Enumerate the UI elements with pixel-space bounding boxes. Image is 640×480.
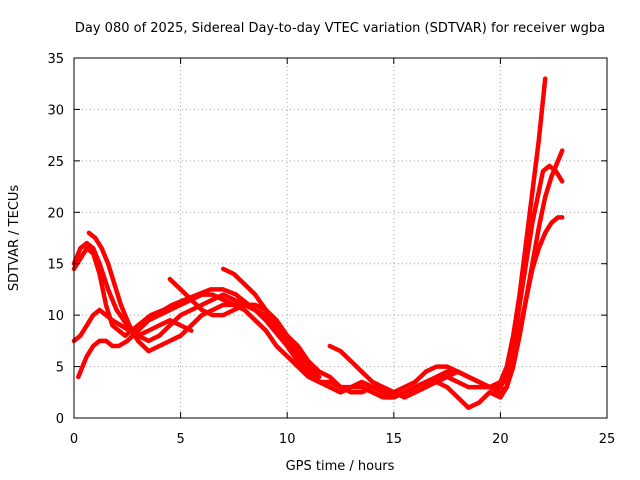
y-tick-label: 0 — [56, 412, 64, 427]
series-sat-b — [71, 163, 565, 395]
x-axis-label: GPS time / hours — [286, 459, 395, 474]
y-tick-label: 35 — [47, 52, 64, 67]
series-group — [71, 76, 565, 410]
y-tick-label: 25 — [47, 155, 64, 170]
series-sat-d — [76, 215, 565, 410]
chart-title: Day 080 of 2025, Sidereal Day-to-day VTE… — [75, 21, 605, 36]
y-tick-labels: 0 5 10 15 20 25 30 35 — [47, 52, 64, 427]
x-tick-label: 0 — [70, 432, 78, 447]
series-sat-e — [71, 307, 194, 344]
x-tick-labels: 0 5 10 15 20 25 — [70, 432, 615, 447]
x-tick-label: 20 — [492, 432, 509, 447]
tick-marks — [73, 57, 608, 419]
x-tick-label: 10 — [279, 432, 296, 447]
y-tick-label: 15 — [47, 258, 64, 273]
y-tick-label: 5 — [56, 361, 64, 376]
y-axis-label: SDTVAR / TECUs — [7, 185, 22, 292]
plot-frame — [73, 57, 608, 419]
x-tick-label: 15 — [386, 432, 403, 447]
y-tick-label: 10 — [47, 309, 64, 324]
series-sat-g — [220, 266, 322, 385]
series-sat-c — [86, 148, 565, 400]
x-tick-label: 25 — [599, 432, 616, 447]
series-sat-h — [327, 343, 503, 400]
y-tick-label: 20 — [47, 206, 64, 221]
x-tick-label: 5 — [176, 432, 184, 447]
series-sat-f — [167, 276, 322, 380]
y-tick-label: 30 — [47, 103, 64, 118]
